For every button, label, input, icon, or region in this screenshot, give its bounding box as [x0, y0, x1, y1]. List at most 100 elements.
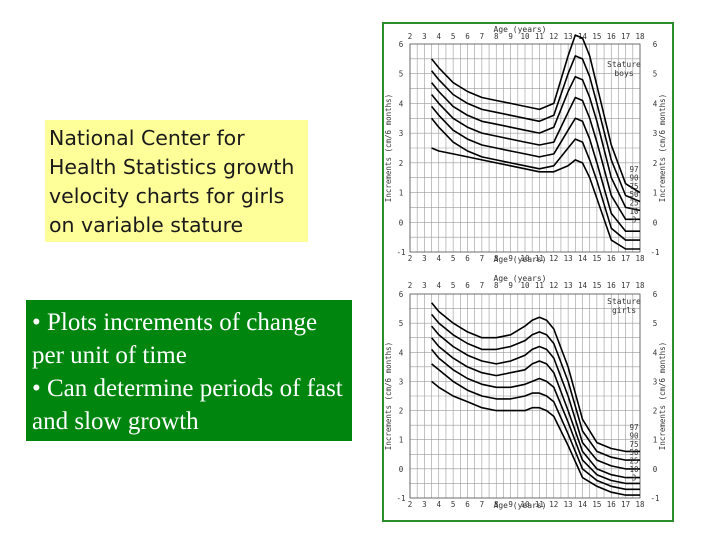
boys-percentile-label-90: 90 [629, 173, 639, 182]
boys-x-tick-top: 18 [635, 32, 645, 41]
girls-x-tick-top: 5 [451, 281, 456, 290]
boys-curve-p25 [430, 105, 640, 232]
girls-chart-title: Stature girls [607, 297, 641, 315]
girls-x-tick-bottom: 17 [621, 500, 630, 509]
boys-x-tick-top: 17 [621, 32, 630, 41]
boys-y-tick-right: 0 [653, 218, 658, 227]
boys-x-tick-top: 9 [508, 32, 513, 41]
boys-y-tick-left: -1 [396, 248, 405, 257]
girls-x-tick-top: 13 [564, 281, 573, 290]
boys-y-tick-left: 1 [399, 189, 404, 198]
boys-x-tick-top: 16 [607, 32, 617, 41]
boys-percentile-label-97: 97 [629, 165, 638, 174]
boys-percentile-label-50: 50 [629, 190, 639, 199]
girls-y-axis-label-right: Increments (cm/6 months) [658, 342, 667, 450]
girls-curve-p50 [430, 337, 640, 479]
boys-x-tick-bottom: 14 [578, 254, 588, 263]
girls-y-tick-right: 5 [653, 319, 658, 328]
boys-plot-border [409, 43, 641, 253]
boys-percentile-label-25: 25 [629, 199, 638, 208]
girls-x-tick-bottom: 14 [578, 500, 588, 509]
boys-x-tick-bottom: 11 [535, 254, 544, 263]
girls-curve-p75 [430, 325, 640, 470]
boys-x-tick-bottom: 5 [451, 254, 456, 263]
girls-x-tick-bottom: 4 [436, 500, 441, 509]
girls-percentile-label-90: 90 [629, 431, 639, 440]
boys-x-tick-bottom: 9 [508, 254, 513, 263]
boys-x-tick-bottom: 8 [494, 254, 499, 263]
boys-x-tick-top: 11 [535, 32, 544, 41]
girls-x-tick-top: 15 [592, 281, 601, 290]
boys-x-tick-bottom: 7 [480, 254, 485, 263]
girls-x-tick-bottom: 15 [592, 500, 601, 509]
girls-percentile-label-75: 75 [629, 440, 638, 449]
girls-x-axis-label-top: Age (years) [494, 274, 547, 283]
boys-x-tick-bottom: 16 [607, 254, 617, 263]
boys-y-axis-label-left: Increments (cm/6 months) [384, 94, 393, 202]
girls-percentile-label-25: 25 [629, 457, 638, 466]
boys-x-tick-top: 15 [592, 32, 601, 41]
boys-x-tick-top: 13 [564, 32, 573, 41]
girls-x-tick-bottom: 7 [480, 500, 485, 509]
boys-y-tick-right: 4 [653, 99, 658, 108]
info-box: National Center for Health Statistics gr… [45, 120, 308, 242]
girls-x-tick-bottom: 6 [465, 500, 470, 509]
info-box-text: National Center for Health Statistics gr… [49, 126, 295, 237]
girls-y-tick-left: 4 [399, 348, 404, 357]
boys-y-tick-right: 2 [653, 159, 658, 168]
girls-x-tick-top: 4 [436, 281, 441, 290]
boys-y-tick-left: 2 [399, 159, 404, 168]
girls-x-tick-top: 16 [607, 281, 617, 290]
girls-percentile-label-50: 50 [629, 448, 639, 457]
girls-x-tick-top: 14 [578, 281, 588, 290]
boys-y-tick-right: 5 [653, 70, 658, 79]
boys-x-tick-bottom: 10 [520, 254, 530, 263]
girls-x-tick-bottom: 2 [408, 500, 413, 509]
girls-y-tick-left: 2 [399, 407, 404, 416]
girls-y-tick-left: 1 [399, 436, 404, 445]
girls-x-tick-top: 11 [535, 281, 544, 290]
girls-y-tick-right: 4 [653, 348, 658, 357]
boys-x-tick-bottom: 17 [621, 254, 630, 263]
girls-x-tick-top: 8 [494, 281, 499, 290]
boys-x-tick-top: 14 [578, 32, 588, 41]
boys-y-tick-left: 0 [399, 218, 404, 227]
girls-x-tick-bottom: 12 [549, 500, 558, 509]
bullet-item-growth-periods: • Can determine periods of fast and slow… [32, 375, 343, 435]
girls-plot-border [409, 293, 641, 499]
boys-x-tick-bottom: 13 [564, 254, 573, 263]
girls-x-tick-top: 3 [422, 281, 427, 290]
boys-x-tick-bottom: 3 [422, 254, 427, 263]
girls-y-tick-right: 0 [653, 465, 658, 474]
boys-x-tick-top: 7 [480, 32, 485, 41]
girls-x-axis-label-bottom: Age (years) [494, 501, 547, 510]
girls-percentile-label-3: 3 [632, 473, 637, 482]
girls-percentile-label-10: 10 [629, 465, 639, 474]
girls-x-tick-bottom: 5 [451, 500, 456, 509]
girls-curve-p90 [430, 313, 640, 461]
girls-y-axis-label-left: Increments (cm/6 months) [384, 342, 393, 450]
growth-charts-svg: 2233445566778899101011111212131314141515… [384, 25, 667, 510]
boys-x-tick-bottom: 2 [408, 254, 413, 263]
boys-x-tick-bottom: 18 [635, 254, 645, 263]
girls-x-tick-top: 6 [465, 281, 470, 290]
girls-x-tick-bottom: 9 [508, 500, 513, 509]
boys-x-tick-top: 2 [408, 32, 413, 41]
girls-x-tick-bottom: 18 [635, 500, 645, 509]
boys-x-tick-top: 10 [520, 32, 530, 41]
boys-y-tick-right: 3 [653, 129, 658, 138]
girls-curve-p3 [431, 380, 640, 496]
boys-curve-p3 [431, 147, 640, 250]
boys-y-tick-right: 6 [653, 40, 658, 49]
boys-x-tick-bottom: 12 [549, 254, 558, 263]
girls-y-tick-right: 2 [653, 407, 658, 416]
growth-charts-frame: 2 2 3 3 4 4 5 5 6 6 7 7 8 8 9 9 10 10 11 11 12 12 13 13 14 14 15 15… [382, 22, 674, 522]
girls-x-tick-top: 17 [621, 281, 630, 290]
boys-x-tick-top: 8 [494, 32, 499, 41]
girls-y-tick-right: 3 [653, 377, 658, 386]
girls-y-tick-right: 6 [653, 290, 658, 299]
bullet-item-increments: • Plots increments of change per unit of… [32, 309, 318, 369]
boys-x-tick-bottom: 4 [436, 254, 441, 263]
girls-x-tick-top: 7 [480, 281, 485, 290]
boys-curve-p90 [430, 55, 641, 203]
